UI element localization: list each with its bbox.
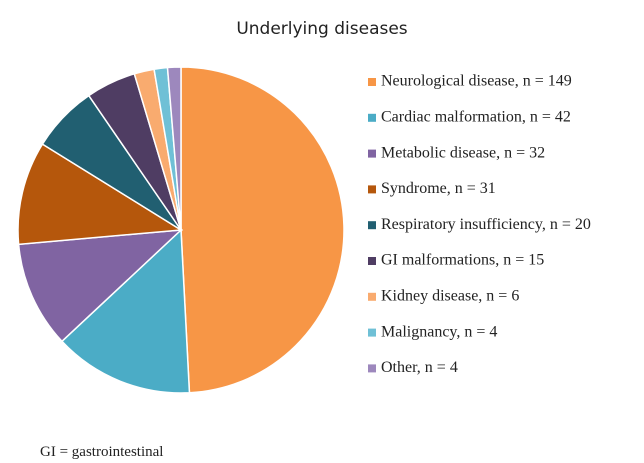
legend-label: Other, n = 4 (381, 359, 458, 376)
pie-slice (17, 229, 184, 343)
legend-label: Malignancy, n = 4 (381, 323, 497, 340)
legend-swatch (368, 78, 376, 86)
legend-label: GI malformations, n = 15 (381, 252, 544, 269)
legend-label: Cardiac malformation, n = 42 (381, 108, 571, 125)
legend-label: Respiratory insufficiency, n = 20 (381, 216, 591, 233)
footnote: GI = gastrointestinal (40, 444, 163, 460)
legend-swatch (368, 328, 376, 337)
legend-swatch (368, 292, 376, 301)
legend-label: Kidney disease, n = 6 (381, 287, 519, 304)
legend-swatch (368, 185, 376, 194)
pie-slice (180, 66, 345, 394)
legend-swatch (368, 113, 376, 122)
pie-slice (17, 143, 184, 246)
legend-label: Neurological disease, n = 149 (381, 73, 572, 90)
legend-label: Syndrome, n = 31 (381, 180, 496, 197)
legend-swatch (368, 257, 376, 265)
legend-swatch (368, 149, 376, 158)
pie-slice (166, 66, 182, 231)
legend-swatch (368, 364, 376, 373)
chart-title: Underlying diseases (236, 19, 407, 39)
legend-label: Metabolic disease, n = 32 (381, 144, 545, 161)
legend-swatch (368, 221, 376, 230)
pie-slice (60, 228, 191, 394)
